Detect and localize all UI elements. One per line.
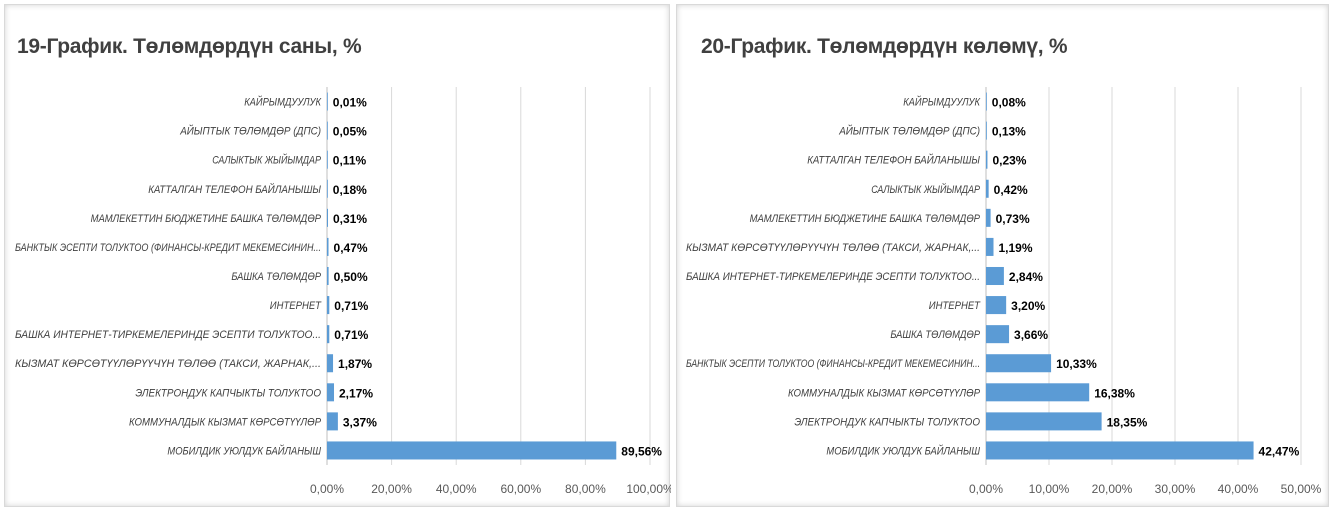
data-label: 0,23% xyxy=(992,154,1026,168)
category-label: САЛЫКТЫК ЖЫЙЫМДАР xyxy=(871,183,980,196)
category-label: БАШКА ТӨЛӨМДӨР xyxy=(890,329,980,341)
category-label: МАМЛЕКЕТТИН БЮДЖЕТИНЕ БАШКА ТӨЛӨМДӨР xyxy=(91,213,322,225)
data-label: 0,50% xyxy=(334,270,368,284)
data-label: 0,71% xyxy=(334,328,368,342)
data-label: 0,08% xyxy=(992,96,1026,110)
x-tick-label: 50,00% xyxy=(1281,482,1322,496)
bar xyxy=(986,412,1102,431)
data-label: 0,05% xyxy=(333,125,367,139)
category-label: БАШКА ТӨЛӨМДӨР xyxy=(231,271,321,283)
bar xyxy=(327,354,334,373)
bar xyxy=(327,412,338,431)
category-label: КАЙРЫМДУУЛУК xyxy=(903,96,980,109)
category-label: КАТТАЛГАН ТЕЛЕФОН БАЙЛАНЫШЫ xyxy=(148,183,321,196)
category-label: МАМЛЕКЕТТИН БЮДЖЕТИНЕ БАШКА ТӨЛӨМДӨР xyxy=(750,213,981,225)
category-label: БАНКТЫК ЭСЕПТИ ТОЛУКТОО (ФИНАНСЫ-КРЕДИТ … xyxy=(686,358,980,370)
category-label: БАШКА ИНТЕРНЕТ-ТИРКЕМЕЛЕРИНДЕ ЭСЕПТИ ТОЛ… xyxy=(15,329,321,341)
category-label: МОБИЛДИК УЮЛДУК БАЙЛАНЫШ xyxy=(826,444,980,457)
category-label: КОММУНАЛДЫК КЫЗМАТ КӨРСӨТҮҮЛӨР xyxy=(788,387,981,399)
bar xyxy=(986,208,991,227)
category-label: САЛЫКТЫК ЖЫЙЫМДАР xyxy=(212,154,321,167)
category-label: БАНКТЫК ЭСЕПТИ ТОЛУКТОО (ФИНАНСЫ-КРЕДИТ … xyxy=(15,242,321,254)
data-label: 3,37% xyxy=(343,415,377,429)
data-label: 0,42% xyxy=(994,183,1028,197)
bar xyxy=(986,237,994,256)
chart-title: 19-График. Төлөмдөрдүн саны, % xyxy=(17,35,362,58)
bar xyxy=(327,266,329,286)
data-label: 42,47% xyxy=(1259,444,1300,458)
data-label: 0,73% xyxy=(996,212,1030,226)
data-label: 0,31% xyxy=(333,212,367,226)
category-label: КОММУНАЛДЫК КЫЗМАТ КӨРСӨТҮҮЛӨР xyxy=(129,416,322,428)
category-label: АЙЫПТЫК ТӨЛӨМДӨР (ДПС) xyxy=(838,125,980,138)
bar xyxy=(327,208,329,227)
data-label: 2,84% xyxy=(1009,270,1043,284)
data-label: 1,19% xyxy=(998,241,1032,255)
x-tick-label: 0,00% xyxy=(310,482,344,496)
data-label: 18,35% xyxy=(1107,415,1148,429)
chart-title: 20-График. Төлөмдөрдүн көлөмү, % xyxy=(701,35,1068,58)
data-label: 3,20% xyxy=(1011,299,1045,313)
x-tick-label: 20,00% xyxy=(371,482,412,496)
bar xyxy=(986,325,1010,344)
data-label: 89,56% xyxy=(621,444,662,458)
category-label: МОБИЛДИК УЮЛДУК БАЙЛАНЫШ xyxy=(167,444,321,457)
x-tick-label: 20,00% xyxy=(1092,482,1133,496)
bar xyxy=(986,266,1004,286)
bar xyxy=(986,92,987,111)
bar xyxy=(986,150,988,169)
bar-chart-payments-volume: 0,00% 10,00% 20,00% 30,00% 40,00% 50,00% КАЙРЫ… xyxy=(686,87,1322,496)
bar xyxy=(986,296,1007,315)
data-label: 0,47% xyxy=(334,241,368,255)
data-label: 3,66% xyxy=(1014,328,1048,342)
category-label: КАТТАЛГАН ТЕЛЕФОН БАЙЛАНЫШЫ xyxy=(807,154,980,167)
category-label: ИНТЕРНЕТ xyxy=(270,300,322,312)
x-tick-label: 100,00% xyxy=(626,482,671,496)
data-label: 0,11% xyxy=(333,154,367,168)
x-tick-label: 80,00% xyxy=(565,482,606,496)
bar xyxy=(986,354,1052,373)
bar xyxy=(986,179,989,198)
bar xyxy=(327,383,335,402)
data-label: 0,13% xyxy=(992,125,1026,139)
category-label: ИНТЕРНЕТ xyxy=(929,300,981,312)
category-label: ЭЛЕКТРОНДУК КАПЧЫКТЫ ТОЛУКТОО xyxy=(135,387,321,399)
bar xyxy=(986,441,1254,460)
category-label: КАЙРЫМДУУЛУК xyxy=(244,96,321,109)
data-label: 0,18% xyxy=(333,183,367,197)
bar xyxy=(986,121,987,140)
bar xyxy=(327,179,328,198)
bar xyxy=(327,92,328,111)
x-tick-label: 60,00% xyxy=(500,482,541,496)
chart-panel-payments-volume: 20-График. Төлөмдөрдүн көлөмү, % 0,00% 10… xyxy=(676,4,1329,507)
data-label: 0,01% xyxy=(333,96,367,110)
bar xyxy=(327,150,328,169)
data-label: 16,38% xyxy=(1094,386,1135,400)
category-label: БАШКА ИНТЕРНЕТ-ТИРКЕМЕЛЕРИНДЕ ЭСЕПТИ ТОЛ… xyxy=(686,271,980,283)
data-label: 1,87% xyxy=(338,357,372,371)
x-tick-label: 40,00% xyxy=(1218,482,1259,496)
bar xyxy=(327,441,617,460)
bar xyxy=(327,296,330,315)
data-label: 0,71% xyxy=(334,299,368,313)
bar-chart-payments-count: 0,00% 20,00% 40,00% 60,00% 80,00% 100,00% КАЙР… xyxy=(15,87,671,496)
data-label: 10,33% xyxy=(1056,357,1097,371)
bar xyxy=(986,383,1090,402)
category-label: АЙЫПТЫК ТӨЛӨМДӨР (ДПС) xyxy=(179,125,321,138)
data-label: 2,17% xyxy=(339,386,373,400)
x-tick-label: 30,00% xyxy=(1155,482,1196,496)
x-tick-label: 0,00% xyxy=(969,482,1003,496)
x-tick-label: 10,00% xyxy=(1029,482,1070,496)
category-label: ЭЛЕКТРОНДУК КАПЧЫКТЫ ТОЛУКТОО xyxy=(794,416,980,428)
x-tick-label: 40,00% xyxy=(436,482,477,496)
category-label: КЫЗМАТ КӨРСӨТҮҮЛӨРҮҮЧҮН ТӨЛӨӨ (ТАКСИ, ЖА… xyxy=(15,358,321,370)
bar xyxy=(327,121,328,140)
chart-panel-payments-count: 19-График. Төлөмдөрдүн саны, % 0,00% 20,0… xyxy=(4,4,671,507)
category-label: КЫЗМАТ КӨРСӨТҮҮЛӨРҮҮЧҮН ТӨЛӨӨ (ТАКСИ, ЖА… xyxy=(686,242,980,254)
bar xyxy=(327,325,330,344)
bar xyxy=(327,237,329,256)
